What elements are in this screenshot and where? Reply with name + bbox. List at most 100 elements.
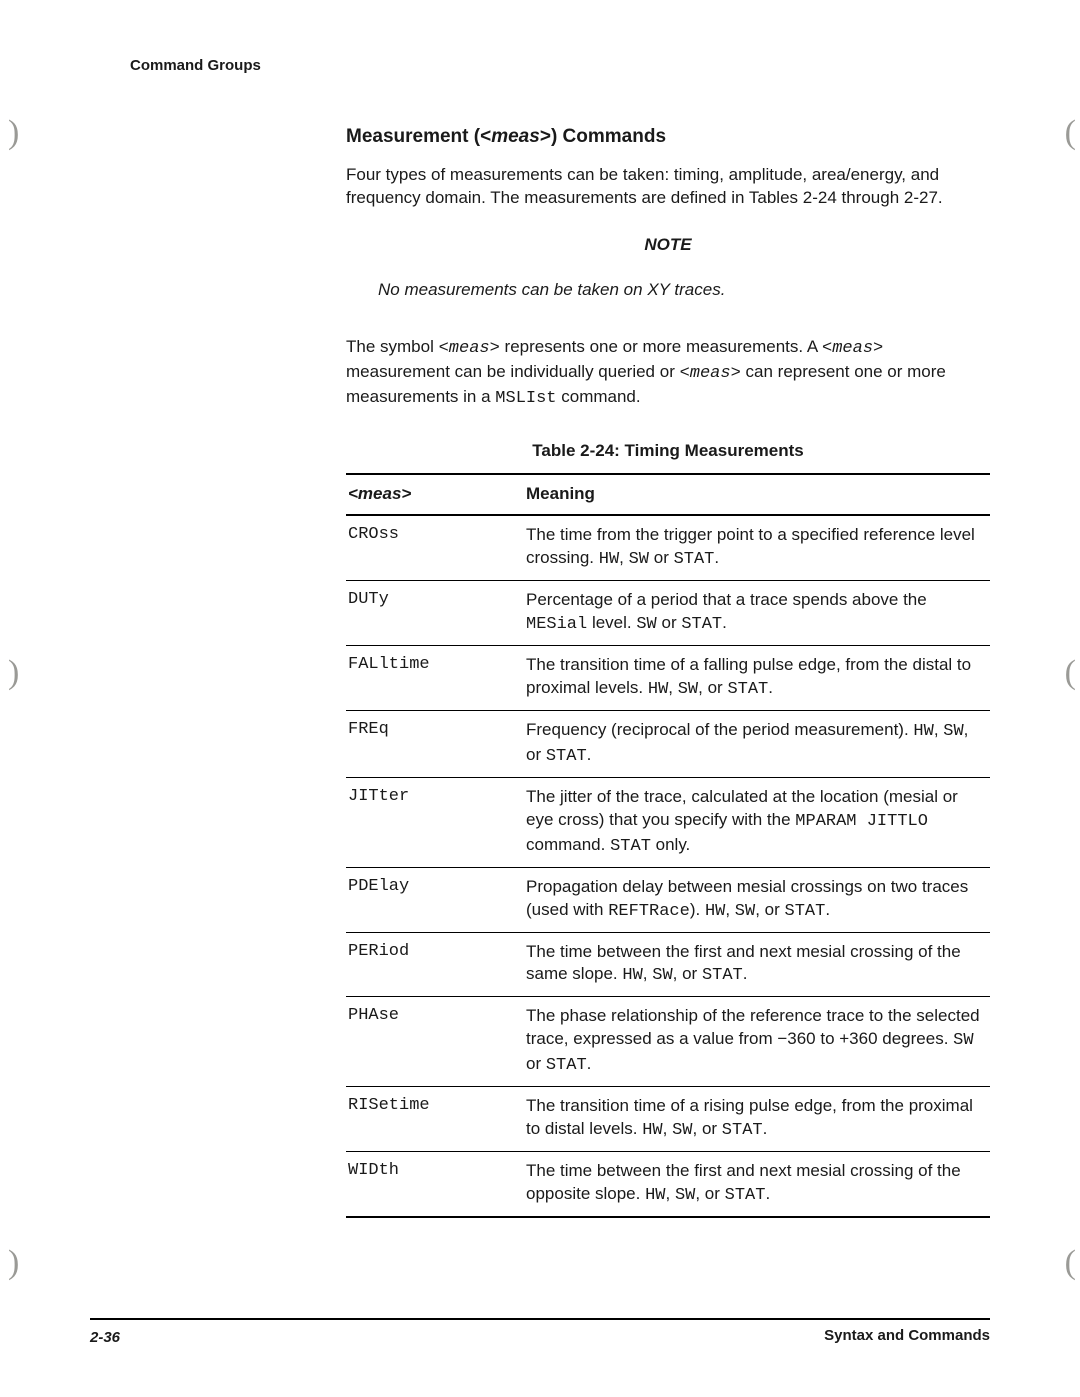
table-cell-meas: CROss — [346, 515, 524, 580]
table-cell-meas: RISetime — [346, 1087, 524, 1152]
code-run: HW — [622, 966, 642, 985]
table-row: PDElayPropagation delay between mesial c… — [346, 867, 990, 932]
table-row: DUTyPercentage of a period that a trace … — [346, 581, 990, 646]
code-run: SW — [735, 902, 755, 921]
code-run: HW — [648, 680, 668, 699]
table-cell-meaning: The time between the first and next mesi… — [524, 1152, 990, 1217]
code-run: STAT — [727, 680, 768, 699]
text-run: . — [763, 1119, 768, 1138]
text-run: only. — [651, 835, 690, 854]
text-run: . — [587, 1054, 592, 1073]
code-run: SW — [629, 550, 649, 569]
scan-mark: ) — [8, 1240, 19, 1286]
page: ) ( ) ( ) ( Command Groups Measurement (… — [0, 0, 1080, 1397]
table-timing-measurements: <meas> Meaning CROssThe time from the tr… — [346, 473, 990, 1218]
text-run: , or — [693, 1119, 722, 1138]
intro-paragraph: Four types of measurements can be taken:… — [346, 164, 990, 210]
code-run: REFTRace — [608, 902, 690, 921]
text-run: . — [587, 745, 592, 764]
text-run: , — [666, 1184, 675, 1203]
text-run: , — [725, 900, 734, 919]
text-run: . — [825, 900, 830, 919]
scan-mark: ( — [1065, 650, 1076, 696]
table-row: PHAseThe phase relationship of the refer… — [346, 997, 990, 1087]
table-row: FREqFrequency (reciprocal of the period … — [346, 710, 990, 777]
symbol-paragraph: The symbol <meas> represents one or more… — [346, 336, 990, 411]
code-run: SW — [678, 680, 698, 699]
note-body: No measurements can be taken on XY trace… — [378, 279, 990, 302]
code-run: HW — [705, 902, 725, 921]
text-run: ). — [690, 900, 705, 919]
code-run: MPARAM JITTLO — [795, 812, 928, 831]
table-cell-meas: PERiod — [346, 932, 524, 997]
table-cell-meaning: Frequency (reciprocal of the period meas… — [524, 710, 990, 777]
code-run: HW — [599, 550, 619, 569]
text-run: , — [668, 678, 677, 697]
table-row: PERiodThe time between the first and nex… — [346, 932, 990, 997]
table-cell-meas: WIDth — [346, 1152, 524, 1217]
text-run: , or — [695, 1184, 724, 1203]
text-run: , — [663, 1119, 672, 1138]
table-cell-meas: JITter — [346, 777, 524, 867]
section-title: Measurement (<meas>) Commands — [346, 124, 990, 150]
text-run: . — [768, 678, 773, 697]
text-run: The time from the trigger point to a spe… — [526, 525, 975, 567]
table-cell-meas: DUTy — [346, 581, 524, 646]
code-run: HW — [913, 722, 933, 741]
code-run: STAT — [546, 747, 587, 766]
table-cell-meaning: The time between the first and next mesi… — [524, 932, 990, 997]
table-cell-meaning: The phase relationship of the reference … — [524, 997, 990, 1087]
scan-mark: ) — [8, 110, 19, 156]
running-head: Command Groups — [130, 56, 990, 76]
code-run: STAT — [610, 837, 651, 856]
text-run: or — [649, 548, 674, 567]
table-header-meas: <meas> — [346, 474, 524, 515]
text-run: level. — [587, 613, 636, 632]
table-cell-meaning: Percentage of a period that a trace spen… — [524, 581, 990, 646]
table-row: RISetimeThe transition time of a rising … — [346, 1087, 990, 1152]
section-title-post: ) Commands — [551, 126, 666, 147]
code-run: SW — [675, 1186, 695, 1205]
text-run: command. — [526, 835, 610, 854]
page-number: 2-36 — [90, 1329, 120, 1346]
text-run: measurement can be individually queried … — [346, 362, 680, 381]
code-run: SW — [953, 1031, 973, 1050]
text-run: . — [714, 548, 719, 567]
code-run: <meas> — [680, 364, 741, 383]
code-run: SW — [636, 615, 656, 634]
code-run: STAT — [785, 902, 826, 921]
table-caption: Table 2-24: Timing Measurements — [346, 440, 990, 463]
note-heading: NOTE — [346, 234, 990, 257]
scan-mark: ( — [1065, 110, 1076, 156]
table-cell-meas: FREq — [346, 710, 524, 777]
text-run: , or — [673, 964, 702, 983]
code-run: SW — [672, 1121, 692, 1140]
code-run: STAT — [722, 1121, 763, 1140]
title-bracket-open: < — [480, 126, 491, 147]
text-run: . — [722, 613, 727, 632]
table-row: WIDthThe time between the first and next… — [346, 1152, 990, 1217]
table-row: CROssThe time from the trigger point to … — [346, 515, 990, 580]
code-run: STAT — [674, 550, 715, 569]
table-cell-meas: PHAse — [346, 997, 524, 1087]
text-run: or — [657, 613, 682, 632]
section-title-arg: meas — [491, 126, 540, 147]
text-run: or — [526, 1054, 546, 1073]
table-cell-meas: PDElay — [346, 867, 524, 932]
table-cell-meaning: The jitter of the trace, calculated at t… — [524, 777, 990, 867]
text-run: , — [619, 548, 628, 567]
text-run: command. — [557, 387, 641, 406]
content-column: Measurement (<meas>) Commands Four types… — [346, 124, 990, 1218]
code-run: MSLIst — [495, 389, 556, 408]
section-title-pre: Measurement ( — [346, 126, 480, 147]
table-cell-meaning: The transition time of a rising pulse ed… — [524, 1087, 990, 1152]
text-run: , or — [698, 678, 727, 697]
table-cell-meas: FALltime — [346, 646, 524, 711]
code-run: STAT — [681, 615, 722, 634]
text-run: Percentage of a period that a trace spen… — [526, 590, 927, 609]
table-cell-meaning: Propagation delay between mesial crossin… — [524, 867, 990, 932]
scan-mark: ( — [1065, 1240, 1076, 1286]
table-row: FALltimeThe transition time of a falling… — [346, 646, 990, 711]
code-run: HW — [642, 1121, 662, 1140]
code-run: STAT — [702, 966, 743, 985]
